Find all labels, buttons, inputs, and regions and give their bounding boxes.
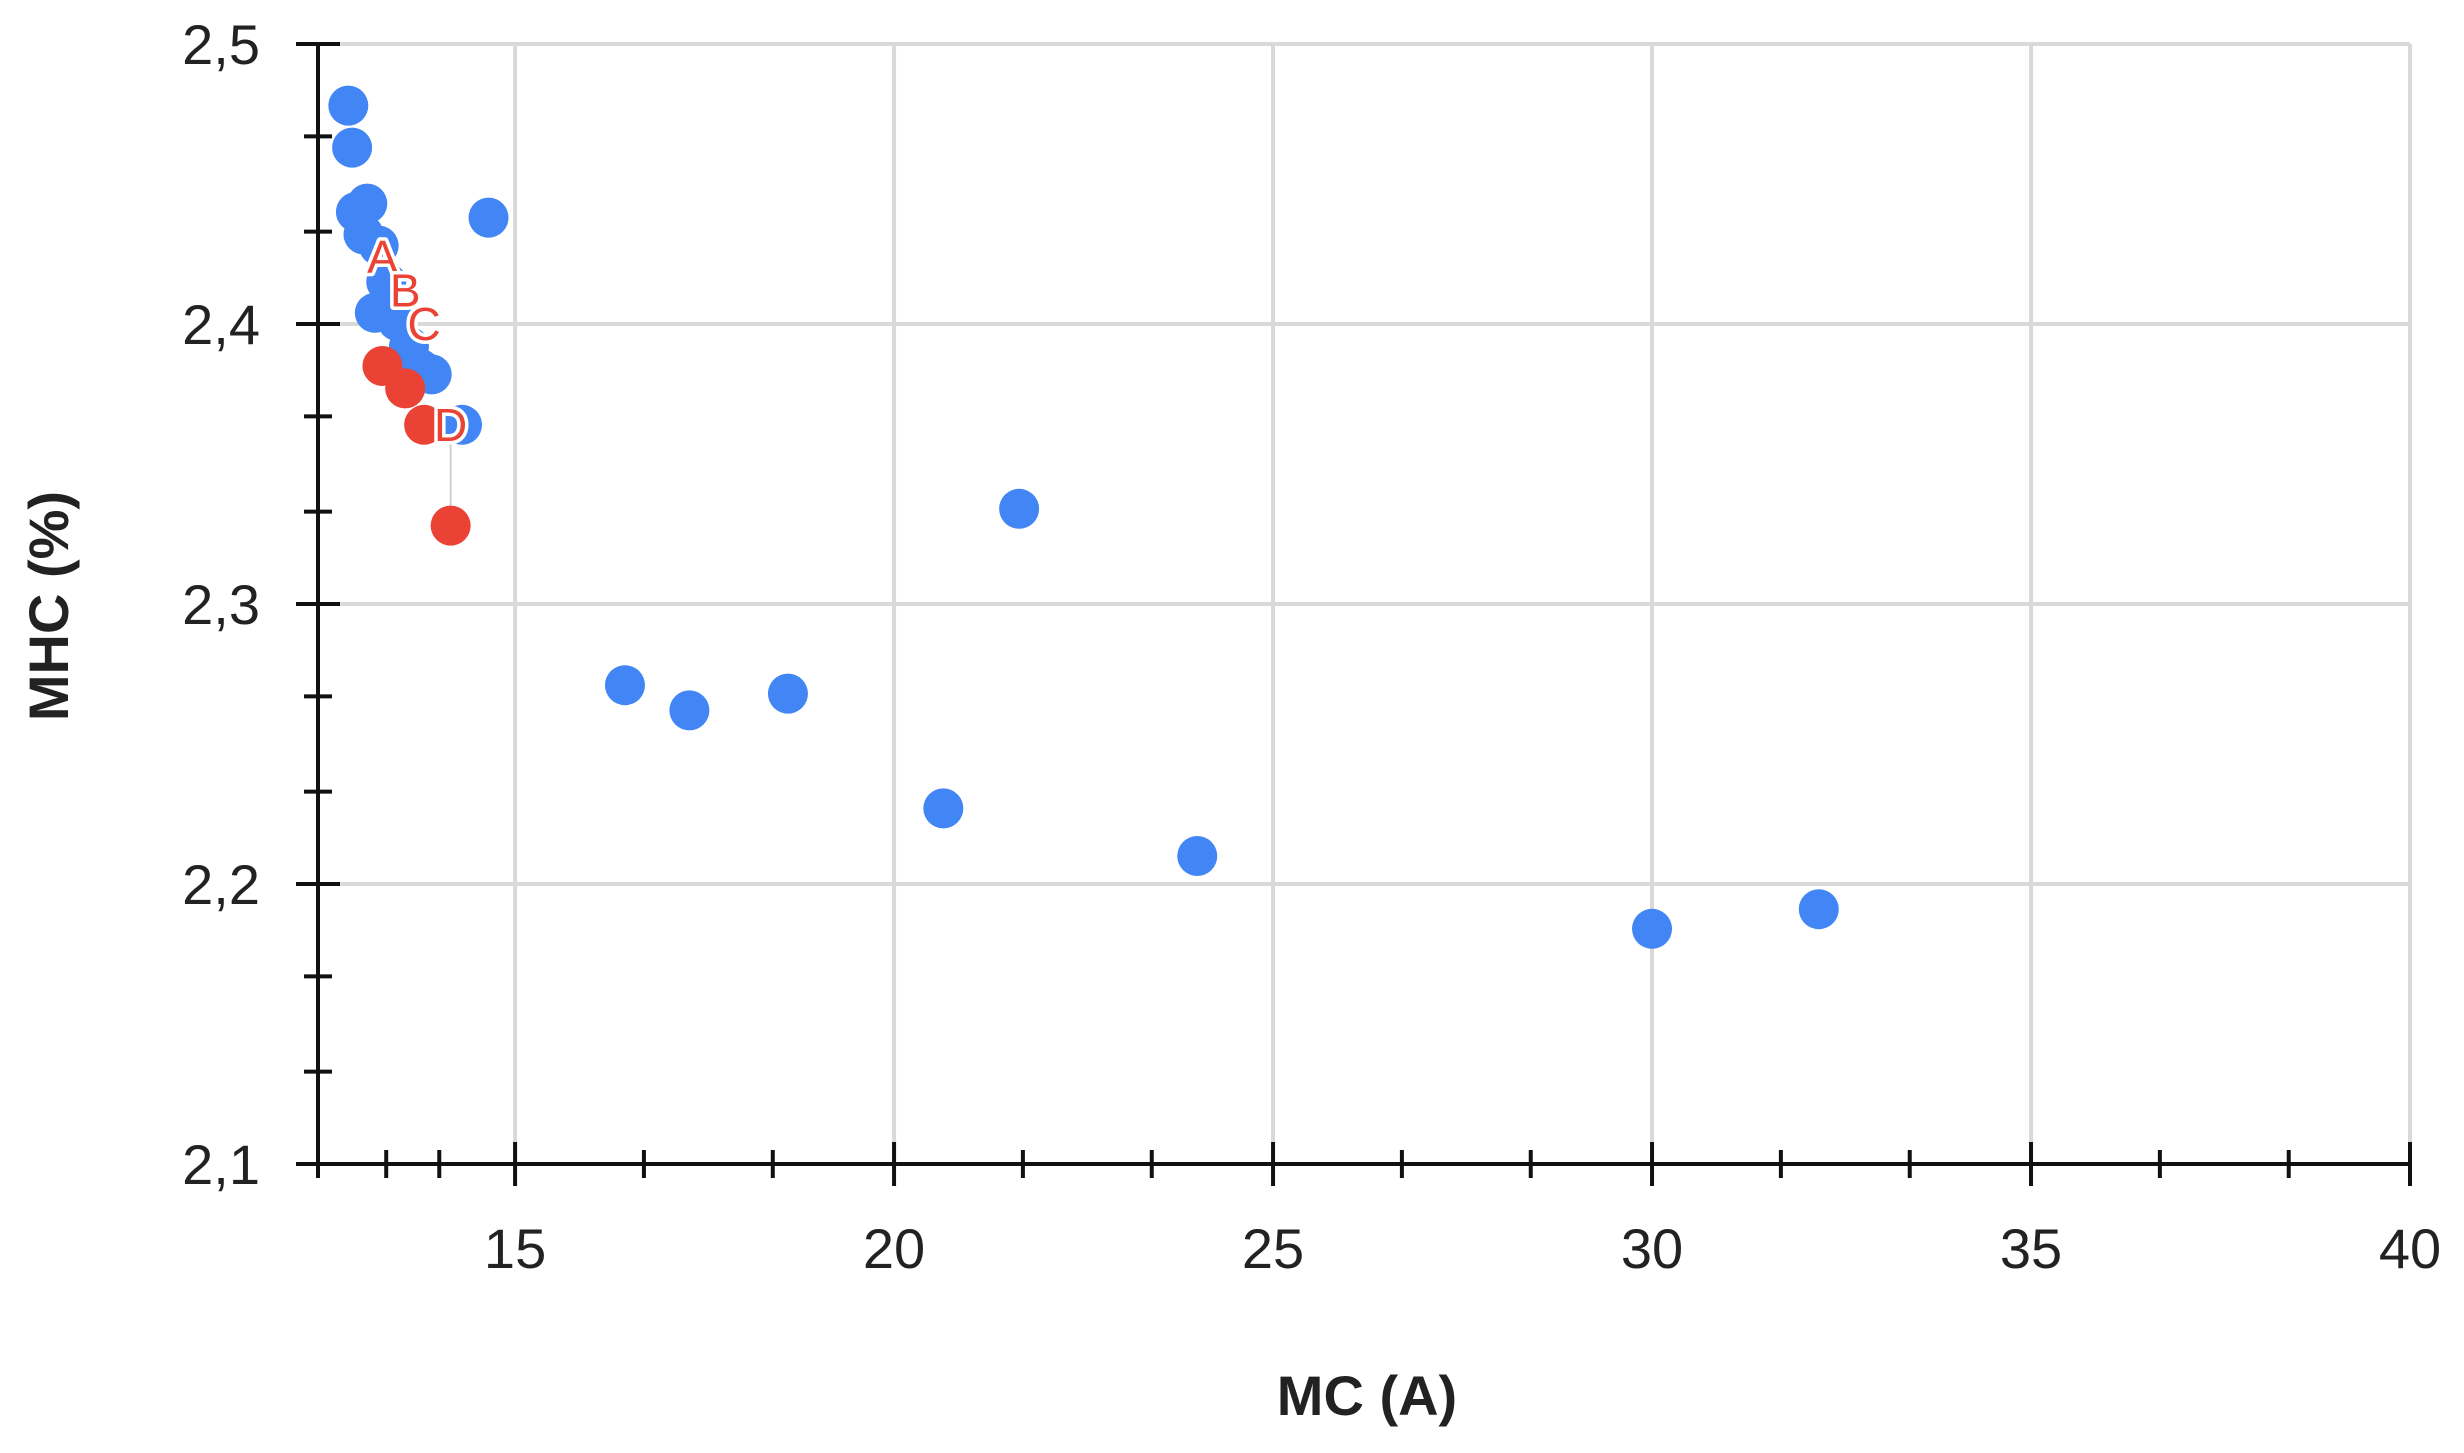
scatter-point-s0-p14 xyxy=(604,665,645,706)
points-layer xyxy=(328,85,1839,949)
scatter-point-s1-p2 xyxy=(404,404,445,445)
grid-layer xyxy=(318,42,2412,1166)
scatter-point-s0-p15 xyxy=(669,690,710,731)
annotation-label-a: A xyxy=(367,231,398,283)
x-tick-label-5: 40 xyxy=(2379,1217,2441,1280)
scatter-point-s1-p1 xyxy=(385,368,426,409)
scatter-point-s0-p3 xyxy=(347,183,388,224)
scatter-point-s0-p18 xyxy=(999,488,1040,529)
scatter-point-s0-p1 xyxy=(332,127,373,168)
y-tick-label-2: 2,3 xyxy=(182,573,260,636)
y-tick-label-4: 2,5 xyxy=(182,13,260,76)
x-axis-title: MC (A) xyxy=(1277,1364,1457,1427)
scatter-point-s0-p20 xyxy=(1632,908,1673,949)
scatter-point-s0-p0 xyxy=(328,85,369,126)
scatter-point-s0-p21 xyxy=(1798,889,1839,930)
y-tick-label-1: 2,2 xyxy=(182,853,260,916)
x-tick-label-3: 30 xyxy=(1621,1217,1683,1280)
scatter-point-s0-p6 xyxy=(366,262,407,302)
x-tick-label-0: 15 xyxy=(484,1217,546,1280)
x-tick-label-1: 20 xyxy=(863,1217,925,1280)
annotation-label-b: B xyxy=(390,264,421,316)
y-axis-title: MHC (%) xyxy=(17,491,80,721)
scatter-point-s1-p3 xyxy=(430,505,471,546)
x-tick-label-2: 25 xyxy=(1242,1217,1304,1280)
axes-layer: 15 20 25 30 35 40 2,1 2,2 2,3 2,4 2,5 xyxy=(182,13,2441,1280)
scatter-point-s0-p19 xyxy=(1177,836,1218,876)
scatter-point-s0-p16 xyxy=(767,673,808,714)
y-tick-label-0: 2,1 xyxy=(182,1133,260,1196)
x-tick-label-4: 35 xyxy=(2000,1217,2062,1280)
label-layer: MC (A) MHC (%) xyxy=(17,491,1457,1427)
scatter-point-s0-p5 xyxy=(358,225,399,266)
y-tick-label-3: 2,4 xyxy=(182,293,260,356)
scatter-point-s0-p13 xyxy=(468,197,509,238)
annotation-label-d: D xyxy=(434,399,467,451)
scatter-point-s0-p12 xyxy=(442,404,483,445)
scatter-point-s0-p17 xyxy=(923,788,964,829)
annotation-label-c: C xyxy=(407,298,440,350)
